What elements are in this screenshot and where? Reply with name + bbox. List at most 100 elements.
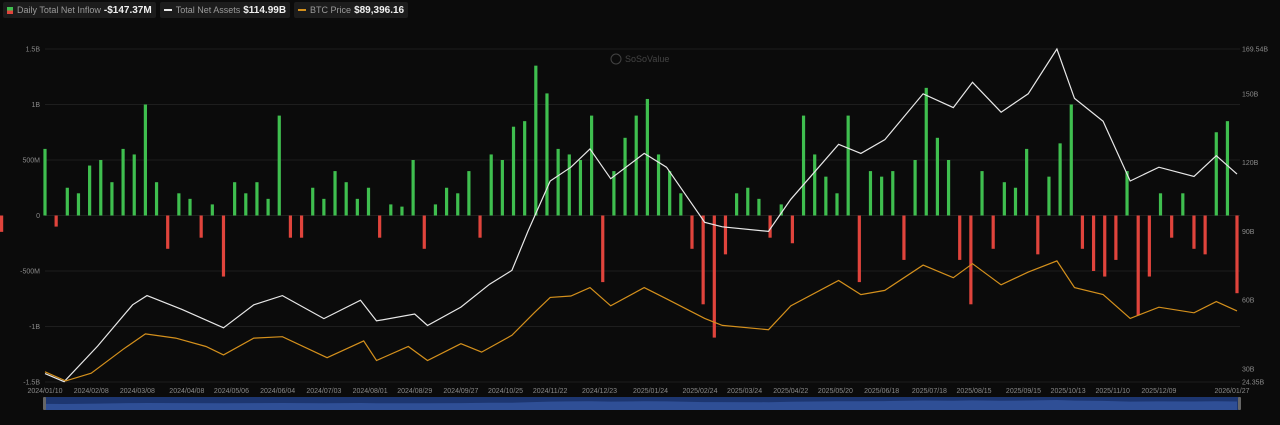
inflow-bar[interactable] bbox=[177, 193, 181, 216]
inflow-bar[interactable] bbox=[389, 204, 393, 216]
inflow-bar[interactable] bbox=[456, 193, 460, 216]
inflow-bar[interactable] bbox=[121, 148, 125, 216]
inflow-bar[interactable] bbox=[1192, 215, 1196, 249]
inflow-bar[interactable] bbox=[824, 176, 828, 216]
inflow-bar[interactable] bbox=[1170, 215, 1174, 238]
inflow-bar[interactable] bbox=[612, 171, 616, 216]
inflow-bar[interactable] bbox=[311, 187, 315, 216]
inflow-bar[interactable] bbox=[489, 154, 493, 216]
navigator-right-handle[interactable] bbox=[1238, 397, 1241, 410]
inflow-bar[interactable] bbox=[757, 198, 761, 216]
inflow-bar[interactable] bbox=[969, 215, 973, 305]
inflow-bar[interactable] bbox=[1080, 215, 1085, 249]
inflow-bar[interactable] bbox=[523, 121, 527, 216]
inflow-bar[interactable] bbox=[1091, 215, 1096, 272]
inflow-bar[interactable] bbox=[668, 171, 672, 216]
inflow-bar[interactable] bbox=[132, 154, 136, 216]
inflow-bar[interactable] bbox=[768, 215, 772, 238]
inflow-bar[interactable] bbox=[1058, 143, 1062, 216]
inflow-bar[interactable] bbox=[299, 215, 304, 238]
inflow-bar[interactable] bbox=[645, 98, 649, 216]
inflow-bar[interactable] bbox=[1125, 171, 1129, 216]
inflow-bar[interactable] bbox=[690, 215, 694, 249]
inflow-bar[interactable] bbox=[76, 193, 81, 216]
inflow-bar[interactable] bbox=[980, 171, 984, 216]
inflow-bar[interactable] bbox=[623, 137, 627, 216]
inflow-bar[interactable] bbox=[444, 187, 449, 216]
inflow-bar[interactable] bbox=[779, 204, 783, 216]
inflow-bar[interactable] bbox=[1203, 215, 1207, 255]
inflow-bar[interactable] bbox=[1214, 132, 1218, 216]
inflow-bar[interactable] bbox=[545, 93, 549, 216]
inflow-bar[interactable] bbox=[701, 215, 705, 305]
inflow-bar[interactable] bbox=[422, 215, 426, 249]
inflow-bar[interactable] bbox=[467, 171, 471, 216]
inflow-bar[interactable] bbox=[1147, 215, 1151, 277]
inflow-bar[interactable] bbox=[233, 182, 237, 216]
inflow-bar[interactable] bbox=[54, 215, 58, 227]
inflow-bar[interactable] bbox=[355, 198, 359, 216]
inflow-bar[interactable] bbox=[1235, 215, 1239, 294]
inflow-bar[interactable] bbox=[99, 160, 103, 216]
inflow-bar[interactable] bbox=[567, 154, 571, 216]
inflow-bar[interactable] bbox=[601, 215, 605, 283]
inflow-bar[interactable] bbox=[1069, 104, 1073, 216]
inflow-bar[interactable] bbox=[880, 176, 884, 216]
inflow-bar[interactable] bbox=[255, 182, 259, 216]
inflow-bar[interactable] bbox=[188, 198, 192, 216]
inflow-bar[interactable] bbox=[88, 165, 92, 216]
inflow-bar[interactable] bbox=[835, 193, 839, 216]
inflow-bar[interactable] bbox=[846, 115, 850, 216]
inflow-bar[interactable] bbox=[433, 204, 438, 216]
inflow-bar[interactable] bbox=[65, 187, 69, 216]
inflow-bar[interactable] bbox=[1158, 193, 1163, 216]
inflow-bar[interactable] bbox=[288, 215, 293, 238]
inflow-bar[interactable] bbox=[723, 215, 728, 255]
inflow-bar[interactable] bbox=[0, 215, 4, 232]
inflow-bar[interactable] bbox=[656, 154, 661, 216]
inflow-bar[interactable] bbox=[1225, 121, 1230, 216]
inflow-bar[interactable] bbox=[958, 215, 962, 260]
inflow-bar[interactable] bbox=[534, 65, 538, 216]
inflow-bar[interactable] bbox=[946, 160, 951, 216]
inflow-bar[interactable] bbox=[43, 148, 47, 216]
legend-daily-net-inflow[interactable]: Daily Total Net Inflow -$147.37M bbox=[3, 2, 156, 18]
inflow-bar[interactable] bbox=[478, 215, 482, 238]
inflow-bar[interactable] bbox=[378, 215, 382, 238]
inflow-bar[interactable] bbox=[790, 215, 794, 244]
inflow-bar[interactable] bbox=[991, 215, 995, 249]
inflow-bar[interactable] bbox=[891, 171, 895, 216]
navigator-left-handle[interactable] bbox=[43, 397, 46, 410]
inflow-bar[interactable] bbox=[277, 115, 281, 216]
inflow-bar[interactable] bbox=[366, 187, 371, 216]
inflow-bar[interactable] bbox=[143, 104, 147, 216]
inflow-bar[interactable] bbox=[511, 126, 516, 216]
inflow-bar[interactable] bbox=[801, 115, 806, 216]
inflow-bar[interactable] bbox=[199, 215, 203, 238]
inflow-bar[interactable] bbox=[902, 215, 906, 260]
inflow-bar[interactable] bbox=[857, 215, 861, 283]
inflow-bar[interactable] bbox=[411, 160, 415, 216]
inflow-bar[interactable] bbox=[344, 182, 348, 216]
inflow-bar[interactable] bbox=[1047, 176, 1051, 216]
legend-btc-price[interactable]: BTC Price $89,396.16 bbox=[294, 2, 409, 18]
inflow-bar[interactable] bbox=[166, 215, 170, 249]
inflow-bar[interactable] bbox=[913, 160, 917, 216]
inflow-bar[interactable] bbox=[154, 182, 159, 216]
inflow-bar[interactable] bbox=[1181, 193, 1185, 216]
inflow-bar[interactable] bbox=[1036, 215, 1040, 255]
inflow-bar[interactable] bbox=[322, 198, 326, 216]
inflow-bar[interactable] bbox=[110, 182, 114, 216]
inflow-bar[interactable] bbox=[634, 115, 638, 216]
inflow-bar[interactable] bbox=[1025, 148, 1029, 216]
inflow-bar[interactable] bbox=[1103, 215, 1107, 277]
inflow-bar[interactable] bbox=[210, 204, 214, 216]
inflow-bar[interactable] bbox=[935, 137, 940, 216]
inflow-bar[interactable] bbox=[679, 193, 683, 216]
inflow-bar[interactable] bbox=[221, 215, 226, 277]
inflow-bar[interactable] bbox=[500, 160, 504, 216]
inflow-bar[interactable] bbox=[712, 215, 716, 338]
inflow-bar[interactable] bbox=[578, 160, 583, 216]
inflow-bar[interactable] bbox=[556, 148, 560, 216]
inflow-bar[interactable] bbox=[746, 187, 750, 216]
